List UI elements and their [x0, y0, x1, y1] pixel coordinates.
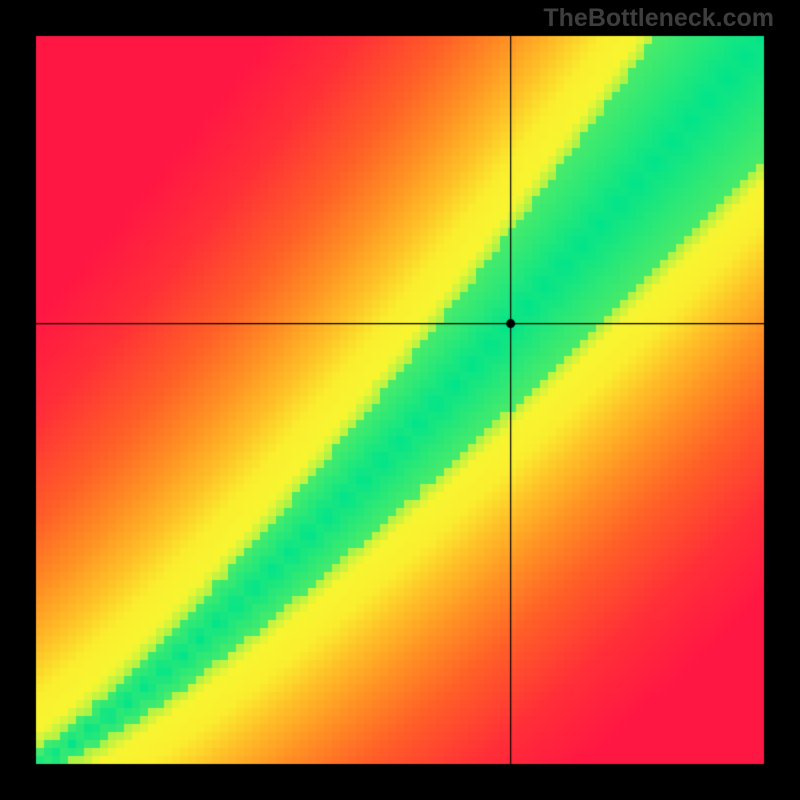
chart-container: { "watermark": { "text": "TheBottleneck.…	[0, 0, 800, 800]
bottleneck-heatmap	[0, 0, 800, 800]
